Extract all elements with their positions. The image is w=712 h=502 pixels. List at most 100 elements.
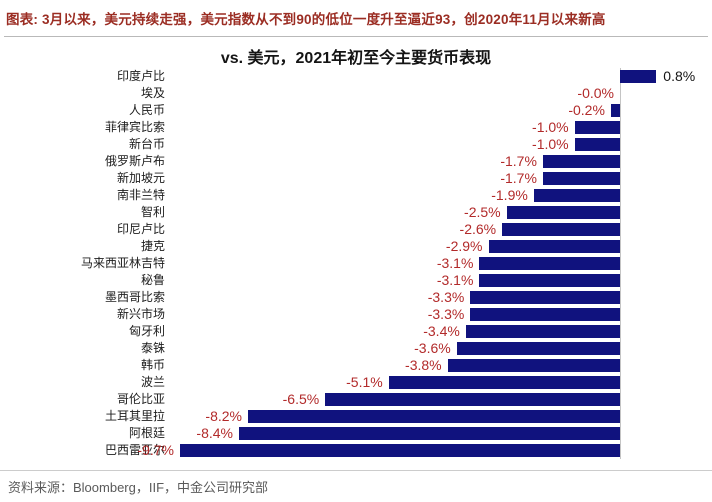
bar-plot-cell: -3.1% bbox=[165, 255, 712, 272]
category-label: 新台币 bbox=[128, 137, 165, 151]
bar bbox=[574, 138, 620, 151]
category-label: 南非兰特 bbox=[116, 188, 165, 202]
bar-plot-cell: -9.7% bbox=[137, 442, 712, 459]
value-label: -3.1% bbox=[436, 272, 474, 288]
value-label: -5.1% bbox=[346, 374, 383, 390]
bar bbox=[542, 172, 620, 185]
value-label: -3.3% bbox=[427, 306, 465, 322]
bar bbox=[470, 308, 620, 321]
header-divider bbox=[4, 36, 708, 37]
category-label: 新兴市场 bbox=[116, 307, 165, 321]
category-label: 墨西哥比索 bbox=[104, 290, 165, 304]
bar-plot-cell: 0.8% bbox=[165, 68, 712, 85]
bar-row: 印尼卢比 -2.6% bbox=[0, 221, 712, 238]
bar bbox=[620, 70, 657, 83]
bar-row: 埃及 -0.0% bbox=[0, 85, 712, 102]
category-label: 新加坡元 bbox=[116, 171, 165, 185]
bar-row: 巴西雷亚尔 -9.7% bbox=[0, 442, 712, 459]
bar bbox=[533, 189, 620, 202]
category-label: 泰铢 bbox=[140, 341, 165, 355]
category-label: 马来西亚林吉特 bbox=[80, 256, 165, 270]
category-label: 阿根廷 bbox=[128, 426, 165, 440]
bar bbox=[574, 121, 620, 134]
category-label: 秘鲁 bbox=[140, 273, 165, 287]
value-label: -1.9% bbox=[491, 187, 528, 203]
value-label: -8.2% bbox=[205, 408, 242, 424]
value-label: -2.6% bbox=[459, 221, 497, 237]
value-label: -1.7% bbox=[500, 170, 537, 186]
bar-plot-cell: -1.7% bbox=[165, 153, 712, 170]
bar bbox=[479, 257, 620, 270]
bar-row: 捷克 -2.9% bbox=[0, 238, 712, 255]
bar-row: 南非兰特 -1.9% bbox=[0, 187, 712, 204]
value-label: -3.4% bbox=[423, 323, 460, 339]
bar-row: 秘鲁 -3.1% bbox=[0, 272, 712, 289]
bar-row: 菲律宾比索 -1.0% bbox=[0, 119, 712, 136]
bar-row: 泰铢 -3.6% bbox=[0, 340, 712, 357]
chart-title: vs. 美元，2021年初至今主要货币表现 bbox=[220, 50, 492, 67]
bar-plot-cell: -2.5% bbox=[165, 204, 712, 221]
category-label: 埃及 bbox=[140, 86, 165, 100]
bar-row: 波兰 -5.1% bbox=[0, 374, 712, 391]
value-label: -0.0% bbox=[577, 85, 614, 101]
bar-plot-cell: -1.9% bbox=[165, 187, 712, 204]
category-label: 哥伦比亚 bbox=[116, 392, 165, 406]
source-note: 资料来源：Bloomberg，IIF，中金公司研究部 bbox=[8, 480, 269, 495]
bar-plot-cell: -3.6% bbox=[165, 340, 712, 357]
bar-row: 墨西哥比索 -3.3% bbox=[0, 289, 712, 306]
category-label: 波兰 bbox=[140, 375, 165, 389]
value-label: -0.2% bbox=[568, 102, 605, 118]
value-label: -6.5% bbox=[282, 391, 320, 407]
zero-axis-line bbox=[620, 68, 621, 459]
bar-row: 哥伦比亚 -6.5% bbox=[0, 391, 712, 408]
bar-row: 韩币 -3.8% bbox=[0, 357, 712, 374]
bar bbox=[447, 359, 620, 372]
category-label: 匈牙利 bbox=[128, 324, 165, 338]
bar-row: 土耳其里拉 -8.2% bbox=[0, 408, 712, 425]
value-label: -3.8% bbox=[405, 357, 442, 373]
bar-plot-cell: -2.6% bbox=[165, 221, 712, 238]
category-label: 印尼卢比 bbox=[116, 222, 165, 236]
bar bbox=[239, 427, 620, 440]
bar bbox=[542, 155, 620, 168]
bar bbox=[610, 104, 620, 117]
bar-plot-cell: -8.4% bbox=[165, 425, 712, 442]
value-label: -2.9% bbox=[445, 238, 483, 254]
bar-chart: 印度卢比 0.8% 埃及 -0.0% 人民币 -0.2% 菲律宾比索 -1.0% 新台币 -1.0… bbox=[0, 68, 712, 459]
bar-row: 匈牙利 -3.4% bbox=[0, 323, 712, 340]
bar-plot-cell: -1.7% bbox=[165, 170, 712, 187]
bar bbox=[488, 240, 620, 253]
value-label: -2.5% bbox=[464, 204, 501, 220]
bar-row: 人民币 -0.2% bbox=[0, 102, 712, 119]
category-label: 巴西雷亚尔 bbox=[104, 443, 165, 457]
bar bbox=[479, 274, 620, 287]
category-label: 韩币 bbox=[140, 358, 165, 372]
bar-plot-cell: -5.1% bbox=[165, 374, 712, 391]
category-label: 智利 bbox=[140, 205, 165, 219]
value-label: -8.4% bbox=[196, 425, 233, 441]
category-label: 土耳其里拉 bbox=[104, 409, 165, 423]
bar-row: 智利 -2.5% bbox=[0, 204, 712, 221]
bar-row: 阿根廷 -8.4% bbox=[0, 425, 712, 442]
value-label: -1.0% bbox=[532, 119, 569, 135]
bar-row: 印度卢比 0.8% bbox=[0, 68, 712, 85]
bar bbox=[465, 325, 620, 338]
category-label: 俄罗斯卢布 bbox=[104, 154, 165, 168]
value-label: -3.3% bbox=[427, 289, 465, 305]
bar bbox=[180, 444, 620, 457]
category-label: 捷克 bbox=[140, 239, 165, 253]
bar bbox=[325, 393, 620, 406]
bar bbox=[388, 376, 620, 389]
category-label: 人民币 bbox=[128, 103, 165, 117]
bar-plot-cell: -1.0% bbox=[165, 119, 712, 136]
bar bbox=[248, 410, 620, 423]
category-label: 印度卢比 bbox=[116, 69, 165, 83]
footer-divider bbox=[0, 470, 712, 471]
bar-plot-cell: -3.3% bbox=[165, 306, 712, 323]
figure-caption: 图表: 3月以来，美元持续走强，美元指数从不到90的低位一度升至逼近93，创20… bbox=[6, 12, 606, 27]
bar-plot-cell: -0.2% bbox=[165, 102, 712, 119]
value-label: -3.6% bbox=[414, 340, 451, 356]
bar bbox=[456, 342, 620, 355]
bar-plot-cell: -1.0% bbox=[165, 136, 712, 153]
